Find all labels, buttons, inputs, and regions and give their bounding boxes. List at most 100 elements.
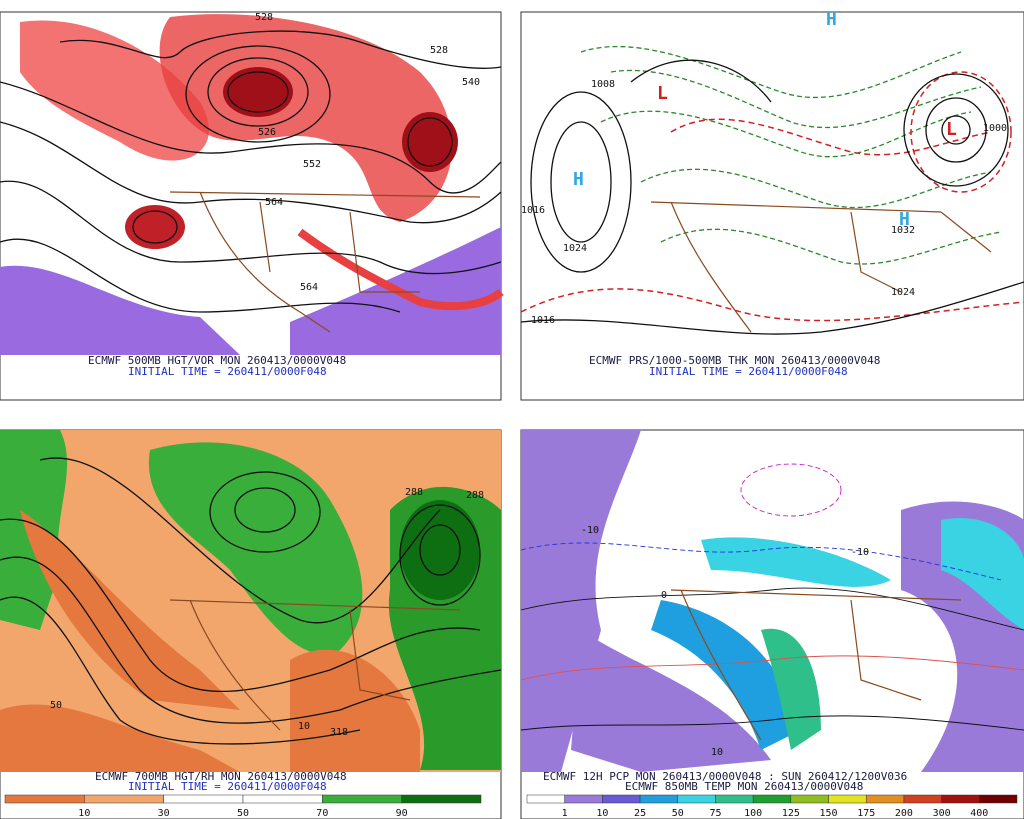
very-dry xyxy=(0,704,240,772)
borders xyxy=(650,201,992,333)
colorbar-swatch xyxy=(4,794,85,804)
colorbar-label: 50 xyxy=(237,808,249,819)
borders xyxy=(169,191,481,333)
colorbar-swatch xyxy=(526,794,565,804)
colorbar-swatch xyxy=(242,794,323,804)
colorbar-swatch xyxy=(865,794,905,804)
initial-time: INITIAL TIME = 260411/0000F048 xyxy=(128,780,327,793)
isobar xyxy=(520,281,1024,335)
height-contours xyxy=(0,457,502,745)
contour xyxy=(0,596,361,745)
vorticity-max xyxy=(223,67,293,117)
isotherm xyxy=(740,463,842,517)
contour xyxy=(419,524,461,576)
colorbar-swatch xyxy=(828,794,867,804)
contour-label: 1024 xyxy=(563,243,587,254)
colorbar-label: 10 xyxy=(78,808,90,819)
borders xyxy=(670,589,962,741)
isotherm xyxy=(520,655,1024,681)
contour-label: 1016 xyxy=(521,205,545,216)
panel-precip: -10 0 10 -10 ECMWF 12H PCP MON 260413/00… xyxy=(520,429,1024,819)
contour-label: 1016 xyxy=(531,315,555,326)
moist-area xyxy=(148,442,363,654)
panel-pressure: 1008 1024 1016 1024 1032 1016 1000 H H H… xyxy=(520,9,1024,401)
contour xyxy=(0,518,481,693)
colorbar-label: 100 xyxy=(744,808,762,819)
contour xyxy=(399,504,481,606)
height-contours xyxy=(0,30,502,313)
moist-core xyxy=(400,500,480,600)
contour-label: 528 xyxy=(255,12,273,23)
colorbar-label: 125 xyxy=(782,808,800,819)
colorbar-label: 25 xyxy=(634,808,646,819)
colorbar-swatch xyxy=(677,794,716,804)
thickness-warm xyxy=(520,71,1024,322)
contour xyxy=(0,121,502,224)
colorbar-label: 30 xyxy=(158,808,170,819)
low-center: L xyxy=(657,83,668,104)
contour xyxy=(0,238,401,313)
colorbar-swatch xyxy=(715,794,754,804)
isobars xyxy=(520,59,1024,335)
high-center: H xyxy=(899,209,910,230)
initial-time: ECMWF 850MB TEMP MON 260413/0000V048 xyxy=(625,780,863,793)
isobar xyxy=(530,91,632,273)
initial-time: INITIAL TIME = 260411/0000F048 xyxy=(128,365,327,378)
colorbar-label: 90 xyxy=(396,808,408,819)
contour-label: 540 xyxy=(462,77,480,88)
contour xyxy=(0,556,502,724)
vorticity-low xyxy=(0,265,240,355)
caption: ECMWF 12H PCP MON 260413/0000V048 : SUN … xyxy=(543,770,907,783)
precip-heavy xyxy=(701,537,891,587)
isotherm xyxy=(520,542,1002,581)
borders xyxy=(169,599,461,731)
precip-heavy xyxy=(941,518,1024,630)
colorbar: 1 10 25 50 75 100 125 150 175 200 300 400 xyxy=(526,794,1018,819)
panel-500mb: 528 540 552 564 528 526 564 ECMWF 500MB … xyxy=(0,11,504,401)
colorbar-label: 1 xyxy=(562,808,568,819)
contour-label: 10 xyxy=(298,721,310,732)
colorbar-swatch xyxy=(979,794,1018,804)
colorbar-swatch xyxy=(941,794,980,804)
colorbar-swatch xyxy=(903,794,942,804)
vorticity-band xyxy=(297,228,504,311)
precip-area xyxy=(521,430,641,772)
contour-label: 526 xyxy=(258,127,276,138)
contour xyxy=(39,457,441,624)
contour-label: 528 xyxy=(430,45,448,56)
contour xyxy=(132,210,178,244)
contour xyxy=(185,45,331,143)
thickness xyxy=(600,110,972,158)
contour-label: 1008 xyxy=(591,79,615,90)
contour-label: 0 xyxy=(661,590,667,601)
isobar xyxy=(903,73,1009,187)
temperature-contours xyxy=(520,463,1024,731)
high-center: H xyxy=(573,169,584,190)
contour-label: 564 xyxy=(265,197,283,208)
colorbar-label: 50 xyxy=(672,808,684,819)
contour xyxy=(234,487,296,533)
isobar xyxy=(630,59,772,103)
panel-700mb: 288 288 318 50 10 ECMWF 700MB HGT/RH MON… xyxy=(0,429,502,819)
colorbar-label: 400 xyxy=(970,808,988,819)
contour-label: -10 xyxy=(581,525,599,536)
colorbar-label: 300 xyxy=(933,808,951,819)
colorbar-swatch xyxy=(752,794,792,804)
colorbar-label: 200 xyxy=(895,808,913,819)
precip-heavy xyxy=(651,600,801,750)
isobar xyxy=(941,115,971,145)
contour xyxy=(209,471,321,553)
vorticity-max xyxy=(402,112,458,172)
contour xyxy=(407,117,453,167)
contour-label: 552 xyxy=(303,159,321,170)
very-dry xyxy=(290,649,420,772)
contour-label: -10 xyxy=(851,547,869,558)
vorticity-high xyxy=(20,20,209,161)
colorbar-swatch xyxy=(401,794,482,804)
isotherm xyxy=(520,715,1024,731)
colorbar-swatch xyxy=(322,794,402,804)
vorticity-high xyxy=(159,14,453,223)
colorbar-label: 150 xyxy=(820,808,838,819)
thickness xyxy=(640,168,992,209)
